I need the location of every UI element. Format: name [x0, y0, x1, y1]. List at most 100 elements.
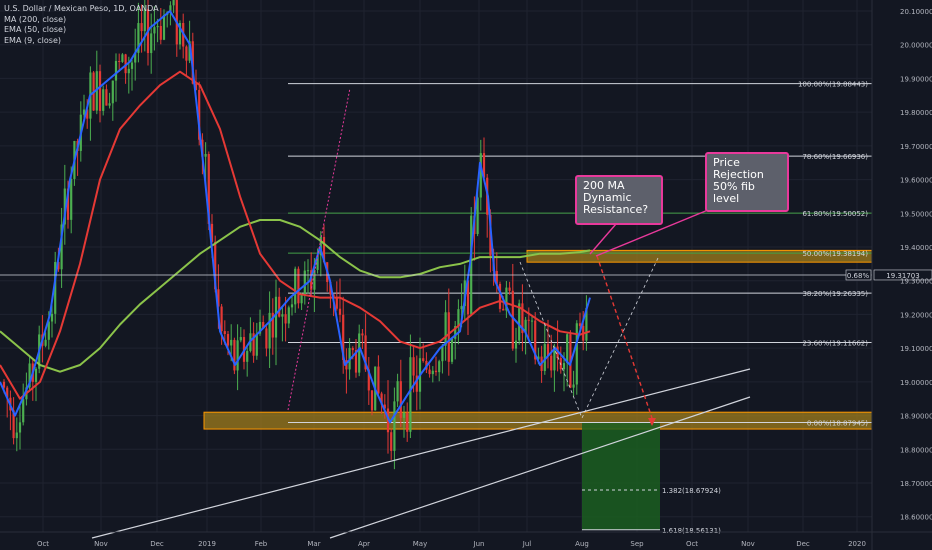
price-change-label: 0.68% [847, 272, 870, 280]
candle-body [370, 390, 374, 411]
candle-body [441, 345, 444, 362]
candle-body [6, 387, 9, 398]
candle-body [364, 335, 367, 370]
candle-body [294, 268, 297, 305]
legend-title[interactable]: U.S. Dollar / Mexican Peso, 1D, OANDA [4, 4, 159, 13]
candle-body [431, 370, 434, 375]
candle-body [130, 62, 134, 69]
annotation-price-rejection[interactable]: Price Rejection 50% fib level [705, 152, 789, 212]
candle-body [137, 23, 140, 53]
candle-body [50, 313, 54, 322]
candle-body [521, 303, 524, 334]
candle-body [105, 89, 108, 106]
candle-body [185, 46, 188, 61]
x-tick-label: Sep [630, 540, 644, 548]
candle-body [150, 33, 153, 54]
y-tick-label: 18.80000 [900, 446, 932, 454]
candle-body [210, 223, 214, 242]
candle-body [511, 290, 514, 349]
candle-body [162, 14, 166, 40]
trend-drawings[interactable]: 0.68% 19.31703 [0, 87, 932, 539]
candle-body [127, 68, 130, 74]
candle-body [466, 280, 470, 315]
x-tick-label: May [413, 540, 427, 548]
price-tag [873, 269, 932, 281]
x-tick-label: Dec [150, 540, 164, 548]
candle-body [402, 412, 406, 418]
candle-body [335, 298, 338, 309]
candle-body [114, 60, 118, 81]
candle-body [178, 23, 182, 45]
candle-body [367, 369, 370, 391]
candle-body [566, 334, 569, 364]
candle-body [354, 350, 358, 373]
x-tick-label: Oct [686, 540, 698, 548]
candle-body [188, 41, 191, 61]
y-tick-label: 18.60000 [900, 514, 932, 522]
candle-body [54, 262, 57, 314]
y-tick-label: 19.80000 [900, 109, 932, 117]
candle-body [303, 270, 306, 295]
candle-body [534, 320, 537, 360]
candle-body [406, 412, 409, 432]
y-tick-label: 18.70000 [900, 480, 932, 488]
candle-body [322, 236, 326, 263]
candle-body [428, 369, 431, 375]
candle-body [396, 381, 399, 402]
candle-body [505, 287, 508, 311]
candle-body [572, 384, 575, 388]
candle-body [562, 363, 566, 370]
candle-body [409, 357, 412, 432]
candle-body [380, 393, 383, 405]
target-box [582, 422, 660, 530]
legend-ma200[interactable]: MA (200, close) [4, 14, 67, 24]
candle-body [470, 215, 473, 315]
projection-path [519, 257, 659, 420]
trendline-lower [91, 368, 751, 539]
candle-body [575, 323, 578, 385]
candle-body [476, 197, 479, 234]
candle-body [28, 363, 31, 388]
candle-body [338, 308, 342, 315]
candle-body [194, 83, 198, 91]
fib-level-label: 38.20%(19.26335) [802, 290, 868, 298]
annotation-dynamic-resistance[interactable]: 200 MA Dynamic Resistance? [575, 175, 663, 225]
candle-body [140, 23, 143, 32]
candle-body [214, 241, 217, 290]
candle-body [351, 348, 354, 351]
fib-level-label: 23.60%(19.11662) [802, 340, 868, 348]
candle-body [495, 270, 498, 284]
support-zone [203, 411, 873, 430]
candle-body [578, 323, 582, 326]
ema9-line [0, 10, 591, 424]
candle-body [12, 410, 15, 439]
candle-body [236, 340, 239, 371]
candle-body [204, 153, 207, 157]
candle-body [66, 188, 70, 220]
candle-body [102, 89, 105, 111]
y-tick-label: 19.30000 [900, 278, 932, 286]
candle-body [447, 312, 450, 362]
x-tick-label: 2020 [848, 540, 866, 548]
candle-body [60, 224, 63, 270]
candle-body [207, 153, 210, 224]
candle-body [342, 314, 345, 361]
candle-body [118, 60, 121, 62]
x-tick-label: Jul [522, 540, 532, 548]
candle-body [63, 188, 66, 225]
candle-body [172, 0, 175, 6]
candle-body [246, 350, 249, 362]
projection-arrowhead [648, 418, 656, 426]
candle-body [108, 103, 111, 106]
y-tick-label: 19.00000 [900, 379, 932, 387]
candle-body [377, 366, 380, 394]
candle-body [393, 401, 396, 451]
candle-body [527, 319, 530, 321]
candle-body [454, 326, 457, 339]
legend-ema9[interactable]: EMA (9, close) [4, 35, 61, 45]
candle-body [297, 268, 300, 304]
candle-body [217, 289, 220, 307]
candle-body [300, 294, 303, 304]
legend-ema50[interactable]: EMA (50, close) [4, 25, 67, 34]
